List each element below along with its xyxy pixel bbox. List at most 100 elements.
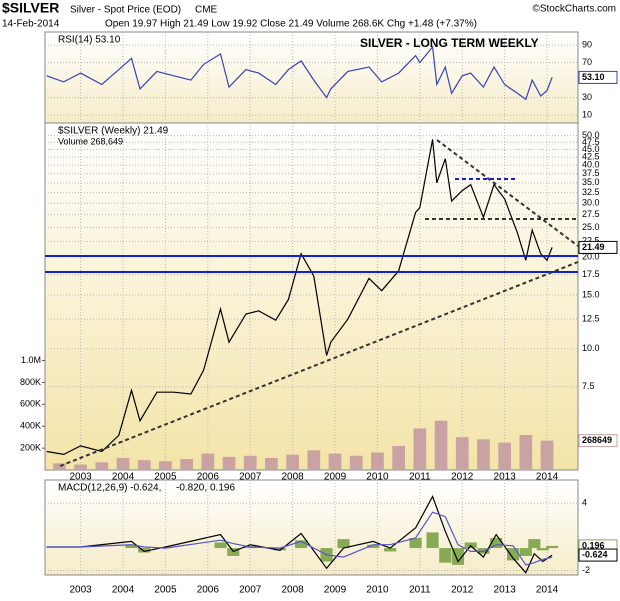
x-tick-label: 2005 bbox=[154, 472, 177, 483]
y-tick-label: 37.5 bbox=[582, 168, 600, 178]
legend: Volume 268,649 bbox=[58, 136, 123, 146]
x-tick-label: 2004 bbox=[112, 585, 135, 596]
x-tick-label: 2006 bbox=[197, 585, 220, 596]
x-tick-label: 2013 bbox=[494, 472, 517, 483]
bar bbox=[536, 548, 549, 551]
y-tick-label: 10.0 bbox=[582, 343, 600, 353]
y-tick-label: -2 bbox=[582, 565, 590, 575]
x-tick-label: 2010 bbox=[366, 585, 389, 596]
bar bbox=[337, 539, 350, 549]
price-panel bbox=[44, 122, 579, 471]
y2-tick-label: 400K bbox=[20, 421, 41, 431]
x-tick-label: 2012 bbox=[451, 472, 474, 483]
plot-layer: 90 70 30 10 53.10 2003 2004 2005 2006 2007 2008 200… bbox=[20, 32, 618, 596]
bar bbox=[439, 548, 452, 563]
quote: Open 19.97 High 21.49 Low 19.92 Close 21… bbox=[105, 19, 477, 30]
x-tick-label: 2009 bbox=[324, 472, 347, 483]
bar bbox=[426, 532, 439, 549]
bar bbox=[265, 457, 278, 470]
y-tick-label: 45.0 bbox=[582, 144, 600, 154]
y-tick-label: 50.0 bbox=[582, 130, 600, 140]
bar bbox=[214, 542, 227, 549]
y-tick-label: 32.5 bbox=[582, 187, 600, 197]
bar bbox=[180, 459, 193, 470]
y-tick-label: 7.5 bbox=[582, 381, 595, 391]
x-tick-label: 2007 bbox=[239, 585, 262, 596]
bar bbox=[413, 428, 427, 470]
last-value-box bbox=[578, 434, 618, 448]
bar bbox=[384, 548, 397, 552]
x-tick-label: 2008 bbox=[282, 472, 305, 483]
y-tick-label: 27.5 bbox=[582, 209, 600, 219]
y-tick-label: 17.5 bbox=[582, 269, 600, 279]
bar bbox=[519, 434, 533, 470]
x-tick-label: 2011 bbox=[409, 472, 431, 483]
trend-line bbox=[436, 139, 579, 247]
bar bbox=[137, 460, 151, 470]
y-tick-label: 10 bbox=[582, 110, 592, 120]
credit: ©StockCharts.com bbox=[532, 4, 616, 15]
trend-line bbox=[59, 261, 579, 467]
x-tick-label: 2003 bbox=[69, 585, 92, 596]
bar bbox=[201, 453, 215, 470]
y-tick-label: 90 bbox=[582, 40, 592, 50]
y2-tick-label: 200K bbox=[20, 442, 41, 452]
y-tick-label: 30.0 bbox=[582, 198, 600, 208]
bar bbox=[367, 544, 380, 549]
x-tick-label: 2014 bbox=[536, 585, 559, 596]
x-tick-label: 2012 bbox=[451, 585, 474, 596]
y-tick-label: 35.0 bbox=[582, 177, 600, 187]
bar bbox=[392, 445, 405, 470]
x-tick-label: 2005 bbox=[154, 585, 177, 596]
legend: 0.196 bbox=[210, 483, 235, 494]
x-tick-label: 2013 bbox=[494, 585, 517, 596]
bar bbox=[125, 544, 138, 549]
x-tick-label: 2010 bbox=[366, 472, 389, 483]
bar bbox=[328, 453, 342, 470]
y-tick-label: 40.0 bbox=[582, 160, 600, 170]
bar bbox=[159, 461, 172, 470]
y-tick-label: 30 bbox=[582, 92, 592, 102]
y-tick-label: 15.0 bbox=[582, 289, 600, 299]
bar bbox=[116, 457, 130, 470]
x-tick-label: 2003 bbox=[69, 472, 92, 483]
last-value-label: 21.49 bbox=[582, 242, 605, 252]
bar bbox=[490, 537, 503, 549]
trend-lines bbox=[45, 139, 579, 467]
bar bbox=[451, 548, 465, 565]
legend: MACD(12,26,9) -0.624, bbox=[58, 483, 161, 494]
bar bbox=[349, 455, 363, 470]
x-tick-label: 2006 bbox=[197, 472, 220, 483]
bar bbox=[455, 437, 469, 470]
bar bbox=[434, 420, 448, 470]
macd-panel bbox=[44, 479, 579, 576]
legend: RSI(14) 53.10 bbox=[58, 35, 121, 46]
last-value-label: 53.10 bbox=[582, 72, 605, 82]
last-value-box bbox=[578, 548, 618, 562]
legend: -0.820, bbox=[176, 483, 207, 494]
exchange: CME bbox=[195, 5, 218, 16]
x-tick-label: 2014 bbox=[536, 472, 559, 483]
bar bbox=[74, 464, 87, 470]
bar bbox=[243, 455, 257, 470]
legend: $SILVER (Weekly) 21.49 bbox=[58, 126, 169, 137]
bar bbox=[546, 545, 559, 549]
bar bbox=[222, 456, 236, 470]
y-tick-label: 4 bbox=[582, 498, 587, 508]
last-value-label: -0.624 bbox=[582, 549, 608, 559]
bar bbox=[138, 548, 151, 553]
bar bbox=[477, 439, 490, 470]
x-tick-label: 2008 bbox=[282, 585, 305, 596]
date: 14-Feb-2014 bbox=[2, 19, 60, 30]
bar bbox=[286, 454, 299, 470]
y-tick-label: 47.5 bbox=[582, 137, 600, 147]
y-tick-label: 70 bbox=[582, 57, 592, 67]
bar bbox=[273, 548, 286, 551]
bar bbox=[409, 537, 422, 549]
y2-tick-label: 1.0M bbox=[21, 355, 41, 365]
bar bbox=[540, 440, 554, 470]
bar bbox=[528, 539, 541, 549]
last-value-label: 268649 bbox=[582, 435, 612, 445]
x-tick-label: 2011 bbox=[409, 585, 431, 596]
